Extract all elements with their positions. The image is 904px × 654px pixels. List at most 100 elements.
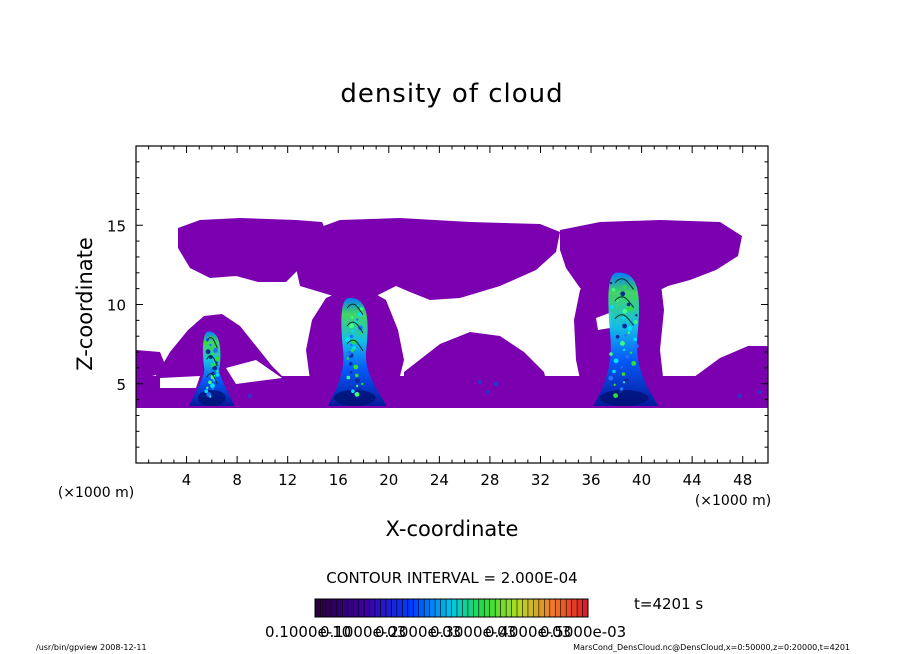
x-tick-label: 36 [581, 471, 600, 489]
anvil-center-region [296, 218, 560, 300]
cell-1-body [189, 331, 235, 406]
colorbar-segment [489, 599, 496, 617]
colorbar-segment [407, 599, 414, 617]
cell-3-speckle [620, 291, 626, 297]
colorbar-label: 0.1000e-10 [265, 623, 351, 641]
anvil-left-region [178, 218, 330, 282]
x-tick-label: 44 [683, 471, 702, 489]
cell-3-speckle [612, 369, 616, 374]
cell-3-speckle [634, 320, 638, 324]
clear-gaps [160, 312, 612, 388]
cell-3-speckle [622, 308, 628, 314]
cell-1-speckle [210, 383, 215, 389]
colorbar-segment [462, 599, 469, 617]
x-tick-label: 48 [733, 471, 752, 489]
contour-interval-label: CONTOUR INTERVAL = 2.000E-04 [326, 569, 577, 587]
y-tick-label: 15 [107, 217, 126, 235]
cell-1-contour [206, 336, 218, 349]
colorbar-segment [315, 599, 321, 617]
colorbar-label: 0.1000e-03 [320, 623, 406, 641]
cell-1-speckle [212, 365, 218, 371]
cell-1-base-core [197, 389, 226, 406]
cell-3-speckle [629, 351, 633, 354]
cell-2-speckle [345, 337, 351, 342]
colorbar-segment [566, 599, 572, 617]
x-tick-label: 28 [480, 471, 499, 489]
left-edge-region [136, 350, 168, 380]
cell-2-speckle [359, 307, 364, 311]
cell-2-speckle [351, 330, 354, 333]
colorbar-label: 0.4000e-03 [485, 623, 571, 641]
cell-3-speckle [624, 334, 627, 337]
cell-2-speckle [349, 371, 353, 374]
y-tick-label: 5 [116, 376, 126, 394]
colorbar-segment [336, 599, 343, 617]
cell-3-body [593, 272, 658, 406]
colorbar-segment [353, 599, 359, 617]
cell-3-speckle [621, 372, 626, 376]
cell-1-speckle [208, 380, 212, 385]
cell-2-body [328, 298, 387, 406]
time-label: t=4201 s [634, 595, 703, 613]
cell-2-speckle [349, 334, 354, 339]
colorbar-segment [538, 599, 545, 617]
footer-right: MarsCond_DensCloud.nc@DensCloud,x=0:5000… [573, 643, 850, 652]
cell-3-column [593, 272, 658, 406]
colorbar-segment [577, 599, 583, 617]
x-tick-label: 16 [329, 471, 348, 489]
cell-1-speckle [208, 346, 213, 351]
colorbar-frame [314, 598, 589, 618]
cell-3-speckle [610, 305, 614, 310]
cell-2-base-core [333, 389, 376, 406]
colorbar-segment [506, 599, 512, 617]
plot-area [136, 146, 768, 463]
cell-3-speckle [622, 323, 627, 329]
colorbar-segment [456, 599, 463, 617]
colorbar-segment [320, 599, 327, 617]
cell-3-speckle [628, 306, 633, 311]
colorbar-segment [446, 599, 452, 617]
colorbar-segment [396, 599, 403, 617]
cell-2-speckle [355, 359, 360, 364]
cell-3-speckle [634, 343, 639, 349]
colorbar-segment [440, 599, 447, 617]
high-density-cells [189, 272, 658, 406]
colorbar-segment [331, 599, 338, 617]
colorbar-labels: 0.1000e-100.1000e-030.2000e-030.3000e-03… [265, 623, 626, 641]
colorbar-segment [435, 599, 441, 617]
colorbar-label: 0.2000e-03 [375, 623, 461, 641]
cell-3-speckle [631, 361, 637, 366]
cell-3-speckle [622, 285, 627, 289]
footer-left: /usr/bin/gpview 2008-12-11 [36, 643, 147, 652]
y-tick-label: 10 [107, 297, 126, 315]
cell-3-speckle [613, 393, 618, 398]
cell-3-contour [614, 296, 634, 308]
cell-1-speckle [212, 379, 216, 382]
colorbar-segment [555, 599, 561, 617]
colorbar-segment [369, 599, 376, 617]
cell-2-contour [346, 339, 364, 352]
cell-2-speckle [356, 318, 359, 321]
y-axis-label: Z-coordinate [73, 237, 97, 371]
colorbar-segment [413, 599, 420, 617]
cell-3-speckle [627, 326, 633, 331]
x-axis-label: X-coordinate [386, 517, 519, 541]
cell-1-speckle [215, 373, 220, 377]
cell-3-speckle [609, 352, 613, 356]
cell-2-speckle [350, 343, 353, 347]
colorbar-segment [544, 599, 551, 617]
cell-3-speckle [616, 299, 619, 302]
colorbar-segment [424, 599, 430, 617]
cell-2-speckle [359, 332, 362, 335]
cell-3-speckle [635, 314, 638, 317]
colorbar-segment [385, 599, 392, 617]
colorbar-segment [375, 599, 381, 617]
colorbar-segment [511, 599, 518, 617]
cell-3-speckle [613, 383, 616, 386]
cell-2-speckle [356, 396, 359, 399]
colorbar-segment [391, 599, 398, 617]
x-tick-label: 20 [379, 471, 398, 489]
colorbar-label: 0.3000e-03 [430, 623, 516, 641]
axis-ticks [135, 145, 769, 464]
